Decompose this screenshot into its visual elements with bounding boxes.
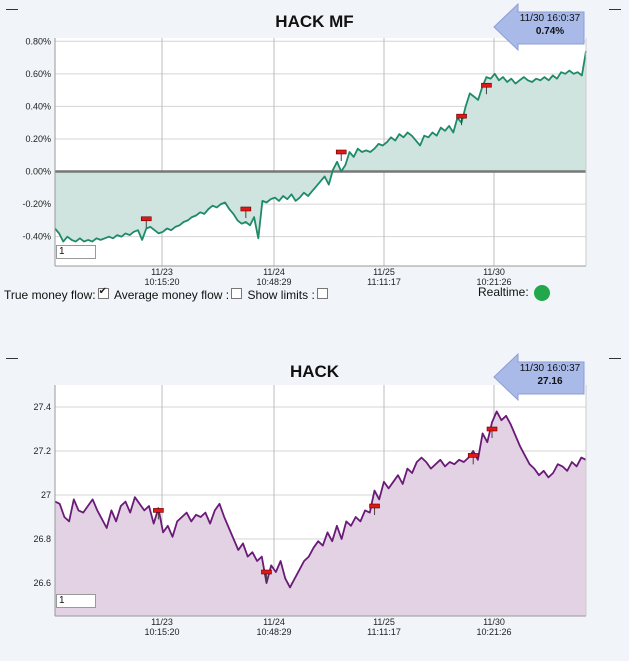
marker-flag — [486, 426, 498, 432]
left-dash — [6, 358, 18, 359]
marker-flag — [261, 569, 272, 575]
chart-title: HACK MF — [275, 12, 354, 31]
event-marker — [456, 113, 467, 126]
y-tick-label: 27.4 — [33, 402, 51, 412]
x-tick-time: 10:21:26 — [476, 627, 511, 637]
x-tick-time: 11:11:17 — [367, 277, 401, 287]
callout-time: 11/30 16:0:37 — [519, 363, 581, 374]
y-tick-label: 26.6 — [33, 578, 51, 588]
mf-chart: -0.40% -0.20% 0.00% 0.20% 0.40% 0.60% 0.80% 11/… — [22, 36, 587, 287]
x-tick-date: 11/25 — [373, 617, 395, 627]
price-callout: 11/30 16:0:37 27.16 — [493, 352, 586, 402]
x-tick-date: 11/25 — [373, 267, 395, 277]
true-money-flow-checkbox[interactable] — [97, 286, 109, 300]
series-line — [54, 410, 587, 589]
y-tick-label: 26.8 — [33, 534, 51, 544]
event-marker — [240, 206, 252, 218]
price-chart-panel: HACK 26.6 26.8 27 27.2 27.4 11/23 10:15:20 11/2… — [0, 350, 629, 650]
zoom-input[interactable]: 1 — [56, 245, 96, 259]
right-dash — [609, 9, 621, 10]
x-tick-date: 11/23 — [151, 617, 173, 627]
y-tick-label: 27.2 — [33, 446, 51, 456]
marker-flag — [369, 503, 380, 509]
marker-flag — [140, 216, 152, 222]
realtime-indicator: Realtime: — [478, 285, 550, 301]
x-tick-date: 11/23 — [151, 267, 173, 277]
marker-flag — [456, 113, 467, 119]
event-marker — [467, 453, 479, 465]
marker-flag — [481, 82, 492, 88]
y-tick-label: 0.80% — [25, 36, 51, 46]
realtime-status-icon[interactable] — [533, 285, 550, 301]
left-dash — [6, 9, 18, 10]
show-limits-label: Show limits : — [247, 287, 315, 302]
callout-time: 11/30 16:0:37 — [519, 13, 581, 24]
callout-value: 27.16 — [537, 376, 563, 387]
x-tick-time: 10:15:20 — [144, 277, 179, 287]
x-tick-time: 10:48:29 — [256, 277, 291, 287]
y-tick-label: -0.20% — [22, 199, 51, 209]
event-marker — [140, 216, 152, 228]
mf-chart-panel: HACK MF -0.40% -0.20% 0.00% 0.20% 0.40% 0.60%… — [0, 0, 629, 300]
event-marker — [369, 503, 380, 515]
x-tick-time: 11:11:17 — [367, 627, 401, 637]
true-money-flow-label: True money flow: — [4, 287, 96, 302]
price-callout: 11/30 16:0:37 0.74% — [493, 2, 586, 52]
x-tick-date: 11/30 — [483, 617, 505, 627]
event-marker — [481, 82, 492, 95]
series-area — [55, 51, 586, 242]
y-tick-label: 27 — [41, 490, 51, 500]
x-tick-date: 11/30 — [483, 267, 505, 277]
x-tick-time: 10:48:29 — [256, 627, 291, 637]
right-dash — [609, 358, 621, 359]
x-tick-time: 10:15:20 — [144, 627, 179, 637]
realtime-label: Realtime: — [478, 285, 529, 300]
y-tick-label: 0.60% — [25, 69, 51, 79]
x-tick-date: 11/24 — [263, 267, 285, 277]
y-tick-label: -0.40% — [22, 232, 51, 242]
event-marker — [486, 426, 498, 438]
y-tick-label: 0.40% — [25, 101, 51, 111]
marker-flag — [153, 508, 164, 513]
event-marker — [335, 149, 347, 161]
average-money-flow-label: Average money flow : — [113, 287, 230, 302]
callout-value: 0.74% — [535, 26, 565, 37]
controls-bar: True money flow: Average money flow : Sh… — [4, 286, 330, 302]
marker-flag — [335, 149, 347, 155]
show-limits-checkbox[interactable] — [316, 288, 328, 300]
chart-title: HACK — [289, 362, 340, 381]
average-money-flow-checkbox[interactable] — [231, 288, 243, 300]
series-area — [55, 411, 586, 616]
marker-flag — [467, 453, 479, 458]
x-tick-time: 10:21:26 — [476, 277, 511, 287]
zoom-input[interactable]: 1 — [56, 594, 96, 608]
series-line — [54, 50, 587, 243]
y-tick-label: 0.20% — [25, 134, 51, 144]
event-marker — [261, 569, 272, 581]
marker-flag — [240, 206, 252, 212]
event-marker — [153, 508, 164, 520]
y-tick-label: 0.00% — [25, 167, 51, 177]
x-tick-date: 11/24 — [263, 617, 285, 627]
